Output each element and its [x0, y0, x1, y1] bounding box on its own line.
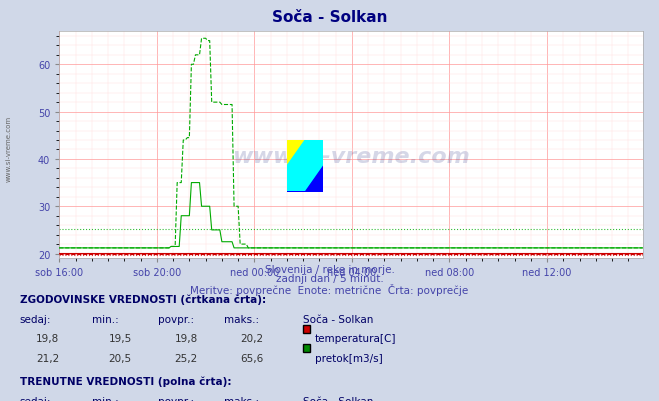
- Text: sedaj:: sedaj:: [20, 396, 51, 401]
- Text: maks.:: maks.:: [224, 314, 259, 324]
- Text: 20,5: 20,5: [109, 353, 132, 363]
- Text: ZGODOVINSKE VREDNOSTI (črtkana črta):: ZGODOVINSKE VREDNOSTI (črtkana črta):: [20, 294, 266, 304]
- Text: www.si-vreme.com: www.si-vreme.com: [232, 147, 470, 167]
- Polygon shape: [287, 166, 324, 192]
- Text: temperatura[C]: temperatura[C]: [315, 334, 397, 344]
- Text: 19,8: 19,8: [36, 334, 59, 344]
- Text: povpr.:: povpr.:: [158, 314, 194, 324]
- Text: TRENUTNE VREDNOSTI (polna črta):: TRENUTNE VREDNOSTI (polna črta):: [20, 375, 231, 386]
- Text: sedaj:: sedaj:: [20, 314, 51, 324]
- Text: Soča - Solkan: Soča - Solkan: [303, 396, 374, 401]
- Text: 25,2: 25,2: [175, 353, 198, 363]
- Text: 20,2: 20,2: [241, 334, 264, 344]
- Text: povpr.:: povpr.:: [158, 396, 194, 401]
- Text: min.:: min.:: [92, 314, 119, 324]
- Text: zadnji dan / 5 minut.: zadnji dan / 5 minut.: [275, 273, 384, 284]
- Text: 19,5: 19,5: [109, 334, 132, 344]
- Text: Soča - Solkan: Soča - Solkan: [303, 314, 374, 324]
- Text: Slovenija / reke in morje.: Slovenija / reke in morje.: [264, 264, 395, 274]
- Text: Meritve: povprečne  Enote: metrične  Črta: povprečje: Meritve: povprečne Enote: metrične Črta:…: [190, 283, 469, 295]
- Text: min.:: min.:: [92, 396, 119, 401]
- Text: 21,2: 21,2: [36, 353, 59, 363]
- Text: www.si-vreme.com: www.si-vreme.com: [5, 115, 11, 181]
- Polygon shape: [287, 141, 305, 166]
- Text: pretok[m3/s]: pretok[m3/s]: [315, 353, 383, 363]
- Text: 65,6: 65,6: [241, 353, 264, 363]
- Text: Soča - Solkan: Soča - Solkan: [272, 10, 387, 25]
- Text: maks.:: maks.:: [224, 396, 259, 401]
- Text: 19,8: 19,8: [175, 334, 198, 344]
- Polygon shape: [287, 141, 324, 192]
